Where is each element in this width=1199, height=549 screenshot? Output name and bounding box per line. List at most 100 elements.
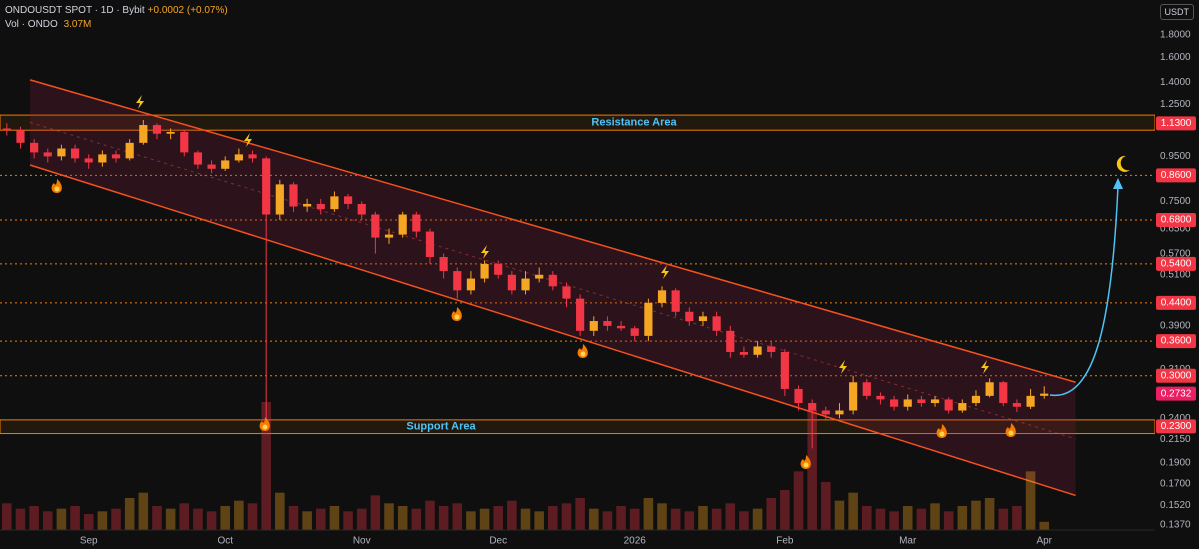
candle-body — [726, 330, 735, 352]
volume-bar — [602, 511, 613, 530]
candle-body — [794, 388, 803, 404]
volume-bar — [793, 471, 804, 530]
volume-bar — [315, 508, 326, 530]
candle-body — [412, 214, 421, 232]
candle-body — [453, 271, 462, 291]
candle-body — [221, 160, 230, 169]
fire-core — [580, 351, 586, 357]
zone-label: Resistance Area — [591, 117, 677, 129]
zone — [0, 114, 1155, 131]
volume-bar — [698, 506, 708, 530]
volume-bar — [356, 508, 367, 530]
candle-body — [207, 164, 216, 169]
volume-bar — [397, 506, 408, 530]
candle-body — [767, 346, 776, 352]
volume-bar — [220, 506, 231, 530]
volume-bar — [247, 503, 258, 530]
candle-body — [234, 154, 243, 161]
candle-body — [494, 263, 503, 275]
candle-body — [1026, 395, 1035, 407]
volume-bar — [616, 506, 626, 530]
candle-body — [507, 274, 516, 291]
candle-body — [657, 290, 667, 303]
candle-body — [275, 184, 284, 215]
candle-body — [808, 403, 817, 411]
volume-bar — [821, 482, 831, 530]
candle-body — [576, 298, 585, 331]
volume-bar — [780, 490, 790, 530]
volume-last: 3.07M — [63, 19, 92, 30]
candle-body — [289, 184, 298, 207]
candle-body — [780, 351, 789, 389]
currency-button[interactable]: USDT — [1159, 4, 1194, 20]
last-price-badge — [1156, 386, 1196, 401]
volume-bar — [56, 508, 67, 530]
volume-bar — [957, 506, 968, 530]
x-tick-label: Feb — [776, 536, 794, 547]
volume-bar — [725, 503, 736, 530]
candle-body — [439, 256, 448, 272]
candle-body — [248, 154, 257, 159]
volume-bar — [70, 506, 80, 530]
zone-badge-label: 0.2300 — [1161, 421, 1192, 432]
x-tick-label: Sep — [80, 536, 98, 547]
candle-body — [985, 382, 994, 396]
candle-body — [466, 278, 476, 291]
fire-core — [262, 424, 268, 430]
level-badge-label: 0.6800 — [1161, 215, 1192, 226]
candle-body — [698, 316, 708, 322]
volume-bar — [97, 511, 108, 530]
bolt-icon — [136, 95, 144, 109]
candle-body — [152, 125, 162, 134]
volume-bar — [1025, 471, 1036, 530]
volume-bar — [561, 503, 572, 530]
plot-area — [0, 79, 1155, 530]
candle-body — [589, 321, 598, 331]
bolt-icon — [481, 245, 489, 259]
candle-body — [262, 158, 271, 215]
candle-body — [180, 131, 189, 153]
x-tick-label: Apr — [1036, 536, 1052, 547]
y-tick-label: 0.5100 — [1160, 269, 1191, 280]
x-tick-label: Nov — [353, 536, 371, 547]
volume-bar — [943, 511, 954, 530]
volume-bar — [29, 506, 39, 530]
zone-badge — [1156, 419, 1196, 434]
symbol-title: ONDOUSDT SPOT · 1D · Bybit — [5, 5, 145, 16]
candle-body — [30, 142, 39, 153]
projection-arrowhead — [1113, 178, 1123, 189]
candle-body — [139, 125, 148, 143]
zone-badge — [1156, 116, 1196, 131]
volume-bar — [984, 498, 995, 530]
level-badge — [1156, 168, 1196, 183]
volume-bar — [1039, 521, 1050, 530]
level-badge — [1156, 213, 1196, 228]
candle-body — [958, 403, 967, 411]
candle-body — [603, 321, 612, 326]
volume-bar — [411, 508, 422, 530]
volume-bar — [889, 511, 899, 530]
volume-bar — [206, 511, 217, 530]
candle-body — [1012, 403, 1022, 407]
bolt-icon — [244, 133, 252, 147]
volume-bar — [766, 498, 777, 530]
channel-lower — [29, 164, 1076, 497]
volume-bar — [739, 511, 749, 530]
bolt-icon — [981, 360, 989, 374]
last-price-badge-label: 0.2732 — [1161, 388, 1192, 399]
candle-body — [685, 311, 694, 322]
candle-body — [753, 346, 762, 355]
candle-body — [371, 214, 380, 238]
y-tick-label: 0.1370 — [1160, 520, 1191, 531]
volume-bar — [384, 503, 394, 530]
level-badge — [1156, 334, 1196, 349]
level-badge-label: 0.3600 — [1161, 336, 1192, 347]
candle-body — [425, 231, 435, 257]
volume-bar — [138, 492, 149, 530]
volume-bar — [657, 503, 667, 530]
candle-body — [330, 196, 339, 210]
volume-bar — [302, 511, 312, 530]
volume-bar — [370, 495, 381, 530]
volume-bar — [534, 511, 544, 530]
candle-body — [166, 131, 175, 134]
